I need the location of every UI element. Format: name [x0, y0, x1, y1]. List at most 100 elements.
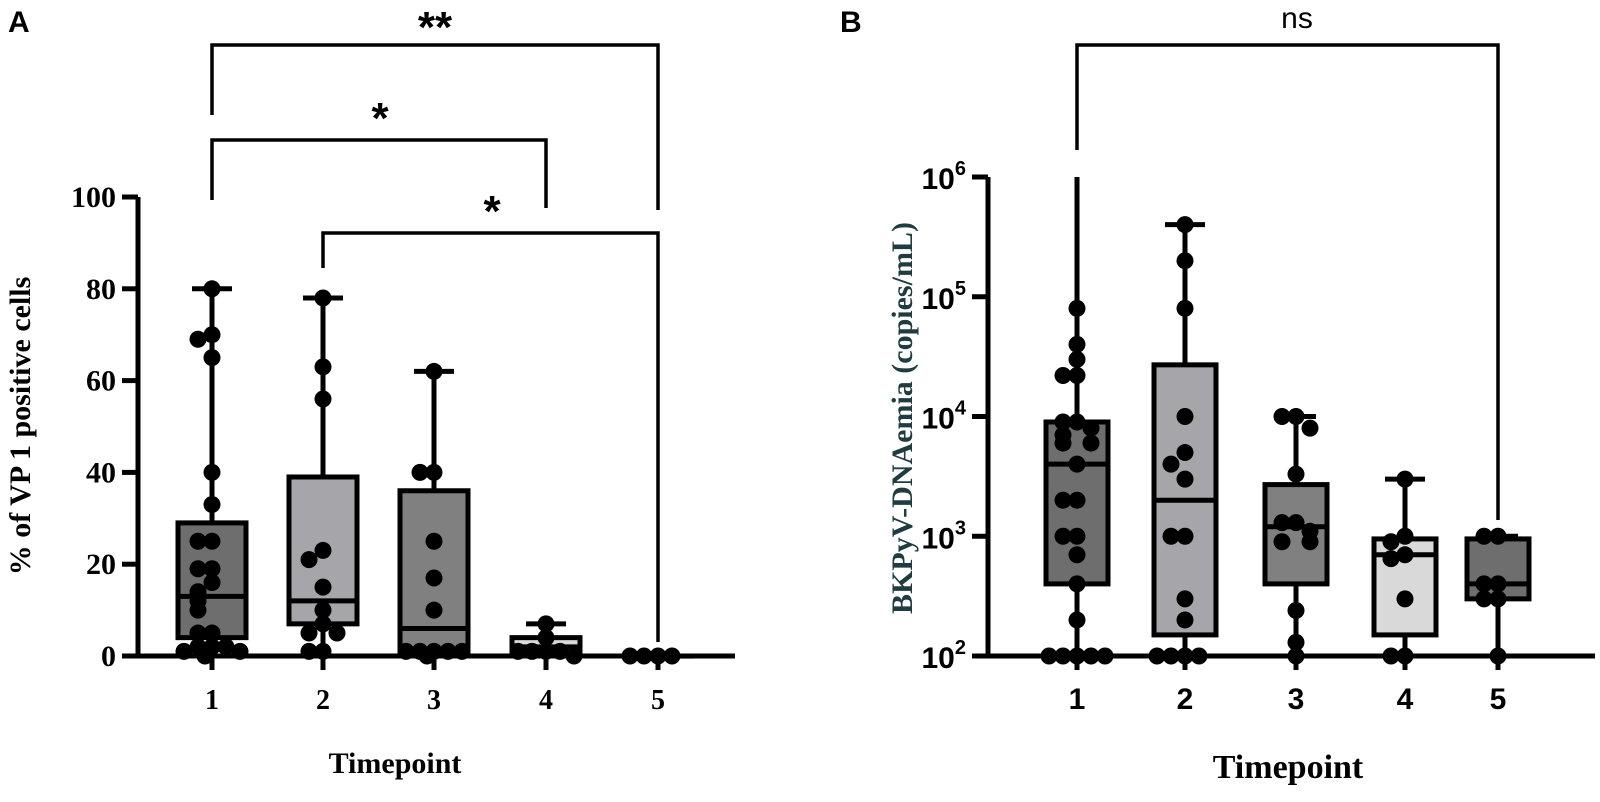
y-tick-label: 40 — [86, 456, 116, 489]
data-point — [1176, 590, 1194, 608]
data-point — [453, 642, 471, 660]
data-point — [1396, 590, 1414, 608]
data-point — [1054, 434, 1072, 452]
x-axis-label-a: Timepoint — [329, 747, 462, 780]
data-point — [425, 601, 443, 619]
data-point — [314, 578, 332, 596]
data-point — [397, 642, 415, 660]
y-tick-label: 104 — [922, 398, 967, 436]
data-point — [314, 601, 332, 619]
data-point — [1148, 647, 1166, 665]
box-group-4 — [509, 615, 583, 665]
data-point — [189, 601, 207, 619]
data-point — [1068, 491, 1086, 509]
data-point — [1162, 455, 1180, 473]
data-point — [189, 532, 207, 550]
data-point — [203, 349, 221, 367]
y-tick-label: 103 — [922, 517, 967, 555]
data-point — [1176, 252, 1194, 270]
data-point — [1054, 366, 1072, 384]
y-tick-label: 20 — [86, 548, 116, 581]
y-tick-base: 10 — [922, 403, 955, 436]
x-tick-label: 1 — [1069, 683, 1086, 716]
data-point — [1396, 527, 1414, 545]
data-point — [1068, 611, 1086, 629]
data-point — [1176, 470, 1194, 488]
data-point — [1382, 647, 1400, 665]
data-point — [1273, 533, 1291, 551]
box-group-1 — [175, 280, 249, 665]
data-point — [425, 569, 443, 587]
data-point — [1082, 647, 1100, 665]
data-point — [1162, 527, 1180, 545]
y-tick-label: 80 — [86, 273, 116, 306]
data-point — [565, 647, 583, 665]
data-point — [1068, 527, 1086, 545]
significance-label: * — [483, 187, 501, 236]
x-tick-label: 4 — [539, 685, 553, 716]
data-point — [300, 624, 318, 642]
data-point — [1301, 533, 1319, 551]
data-point — [314, 541, 332, 559]
data-point — [203, 326, 221, 344]
data-point — [300, 551, 318, 569]
data-point — [1162, 647, 1180, 665]
box-group-3 — [397, 362, 471, 665]
data-point — [203, 574, 221, 592]
data-point — [1489, 527, 1507, 545]
x-tick-label: 2 — [1177, 683, 1194, 716]
data-point — [537, 629, 555, 647]
box-group-3 — [1262, 408, 1330, 665]
data-point — [621, 647, 639, 665]
data-point — [1176, 216, 1194, 234]
data-point — [1068, 335, 1086, 353]
data-point — [314, 289, 332, 307]
data-point — [425, 362, 443, 380]
data-point — [635, 647, 653, 665]
x-tick-label: 3 — [1288, 683, 1305, 716]
data-point — [1068, 455, 1086, 473]
data-point — [203, 280, 221, 298]
x-tick-label: 5 — [651, 685, 665, 716]
significance-bracket — [321, 231, 660, 642]
data-point — [1287, 514, 1305, 532]
y-tick-base: 10 — [922, 163, 955, 196]
data-point — [196, 647, 214, 665]
data-point — [1396, 470, 1414, 488]
data-point — [1068, 575, 1086, 593]
data-point — [1287, 601, 1305, 619]
y-axis-label-a: % of VP 1 positive cells — [4, 277, 37, 576]
data-point — [425, 532, 443, 550]
significance-bracket — [210, 43, 660, 210]
data-point — [1082, 434, 1100, 452]
data-point — [1273, 408, 1291, 425]
y-tick-base: 10 — [922, 283, 955, 316]
data-point — [314, 642, 332, 660]
data-point — [537, 615, 555, 633]
x-tick-label: 2 — [316, 685, 330, 716]
x-tick-label: 3 — [427, 685, 441, 716]
data-point — [1475, 575, 1493, 593]
data-point — [314, 390, 332, 408]
significance-bracket — [1075, 43, 1500, 520]
data-point — [1489, 590, 1507, 608]
data-point — [1176, 611, 1194, 629]
data-point — [1068, 299, 1086, 317]
data-point — [1190, 647, 1208, 665]
data-point — [1396, 546, 1414, 564]
y-tick-base: 10 — [922, 642, 955, 675]
data-point — [1176, 408, 1194, 425]
panel-label-b: B — [840, 6, 862, 39]
data-point — [425, 463, 443, 481]
data-point — [203, 532, 221, 550]
y-tick-base: 10 — [922, 522, 955, 555]
box-group-2 — [1148, 216, 1219, 665]
data-point — [1382, 550, 1400, 568]
data-point — [1054, 491, 1072, 509]
data-point — [1054, 413, 1072, 431]
data-point — [1068, 366, 1086, 384]
y-tick-label: 102 — [922, 637, 967, 675]
data-point — [1068, 413, 1086, 431]
